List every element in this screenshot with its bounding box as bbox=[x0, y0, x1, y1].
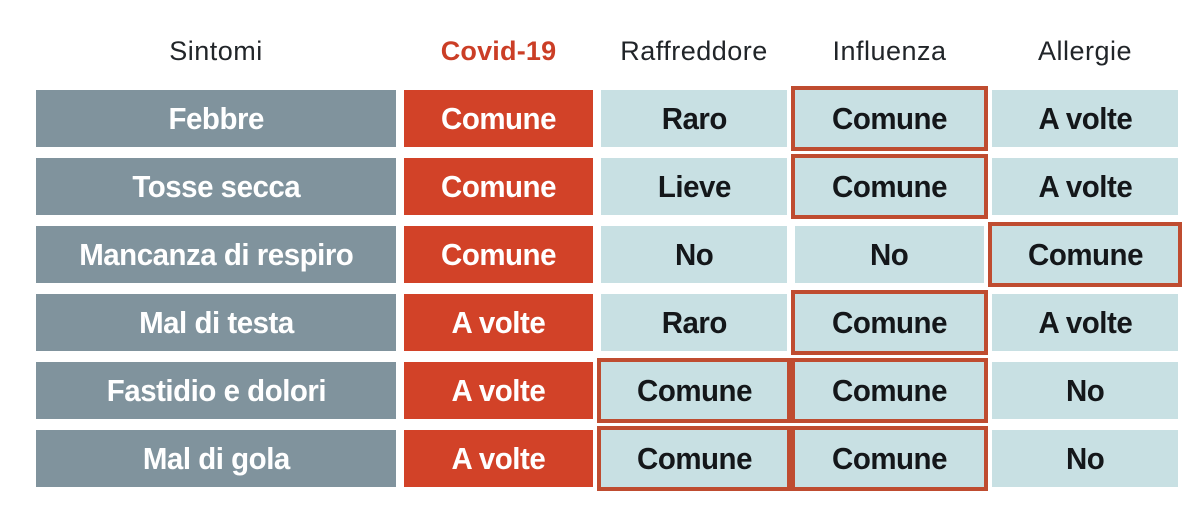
column-header-sintomi: Sintomi bbox=[169, 35, 263, 66]
cell-label: A volte bbox=[1038, 100, 1132, 136]
raffreddore-value-cell: Lieve bbox=[601, 158, 787, 215]
cell-label: Mal di gola bbox=[142, 440, 290, 476]
covid-value-cell: A volte bbox=[404, 430, 593, 487]
symptom-cell: Febbre bbox=[36, 90, 396, 147]
covid-value-cell: Comune bbox=[404, 226, 593, 283]
influenza-value-cell: No bbox=[795, 226, 984, 283]
column-header-influenza: Influenza bbox=[832, 35, 947, 66]
cell-label: Comune bbox=[832, 372, 947, 408]
cell-label: Comune bbox=[441, 168, 556, 204]
cell-label: No bbox=[1065, 440, 1105, 476]
symptom-comparison-table: Sintomi Covid-19 Raffreddore Influenza A… bbox=[36, 0, 1178, 487]
table-row: Mal di gola A volte Comune Comune No bbox=[36, 430, 1178, 487]
symptom-cell: Tosse secca bbox=[36, 158, 396, 215]
column-header-raffreddore: Raffreddore bbox=[620, 35, 768, 66]
cell-label: A volte bbox=[451, 372, 546, 408]
cell-label: Mal di testa bbox=[138, 304, 294, 340]
influenza-value-cell: Comune bbox=[795, 294, 984, 351]
table-row: Tosse secca Comune Lieve Comune A volte bbox=[36, 158, 1178, 215]
allergie-value-cell: Comune bbox=[992, 226, 1178, 283]
cell-label: Comune bbox=[636, 372, 752, 408]
column-header-covid-19: Covid-19 bbox=[440, 35, 557, 66]
allergie-value-cell: A volte bbox=[992, 294, 1178, 351]
cell-label: Comune bbox=[832, 168, 947, 204]
influenza-value-cell: Comune bbox=[795, 362, 984, 419]
cell-label: Febbre bbox=[168, 100, 264, 136]
cell-label: Comune bbox=[832, 304, 947, 340]
cell-label: Comune bbox=[636, 440, 752, 476]
influenza-value-cell: Comune bbox=[795, 158, 984, 215]
influenza-value-cell: Comune bbox=[795, 90, 984, 147]
cell-label: Lieve bbox=[657, 168, 731, 204]
cell-label: A volte bbox=[1038, 304, 1132, 340]
symptom-cell: Mal di gola bbox=[36, 430, 396, 487]
covid-value-cell: A volte bbox=[404, 362, 593, 419]
raffreddore-value-cell: Raro bbox=[601, 90, 787, 147]
influenza-value-cell: Comune bbox=[795, 430, 984, 487]
cell-label: A volte bbox=[451, 304, 546, 340]
cell-label: Comune bbox=[1027, 236, 1143, 272]
cell-label: Mancanza di respiro bbox=[78, 236, 354, 272]
cell-label: Comune bbox=[441, 100, 556, 136]
raffreddore-value-cell: Raro bbox=[601, 294, 787, 351]
raffreddore-value-cell: Comune bbox=[601, 362, 787, 419]
cell-label: Comune bbox=[832, 100, 947, 136]
allergie-value-cell: No bbox=[992, 430, 1178, 487]
cell-label: Raro bbox=[661, 100, 727, 136]
cell-label: No bbox=[674, 236, 714, 272]
allergie-value-cell: No bbox=[992, 362, 1178, 419]
cell-label: Comune bbox=[832, 440, 947, 476]
cell-label: A volte bbox=[451, 440, 546, 476]
allergie-value-cell: A volte bbox=[992, 90, 1178, 147]
raffreddore-value-cell: No bbox=[601, 226, 787, 283]
cell-label: Tosse secca bbox=[132, 168, 300, 204]
cell-label: Fastidio e dolori bbox=[106, 372, 326, 408]
cell-label: Comune bbox=[441, 236, 556, 272]
covid-value-cell: Comune bbox=[404, 158, 593, 215]
cell-label: No bbox=[1065, 372, 1105, 408]
table-header-row: Sintomi Covid-19 Raffreddore Influenza A… bbox=[36, 24, 1178, 78]
table-row: Mal di testa A volte Raro Comune A volte bbox=[36, 294, 1178, 351]
covid-value-cell: Comune bbox=[404, 90, 593, 147]
symptom-cell: Fastidio e dolori bbox=[36, 362, 396, 419]
cell-label: A volte bbox=[1038, 168, 1132, 204]
cell-label: Raro bbox=[661, 304, 727, 340]
raffreddore-value-cell: Comune bbox=[601, 430, 787, 487]
cell-label: No bbox=[870, 236, 909, 272]
table-row: Mancanza di respiro Comune No No Comune bbox=[36, 226, 1178, 283]
allergie-value-cell: A volte bbox=[992, 158, 1178, 215]
covid-value-cell: A volte bbox=[404, 294, 593, 351]
table-body: Febbre Comune Raro Comune A volte Tosse secca… bbox=[36, 90, 1178, 487]
symptom-cell: Mal di testa bbox=[36, 294, 396, 351]
table-row: Fastidio e dolori A volte Comune Comune No bbox=[36, 362, 1178, 419]
symptom-cell: Mancanza di respiro bbox=[36, 226, 396, 283]
column-header-allergie: Allergie bbox=[1037, 35, 1133, 66]
table-row: Febbre Comune Raro Comune A volte bbox=[36, 90, 1178, 147]
